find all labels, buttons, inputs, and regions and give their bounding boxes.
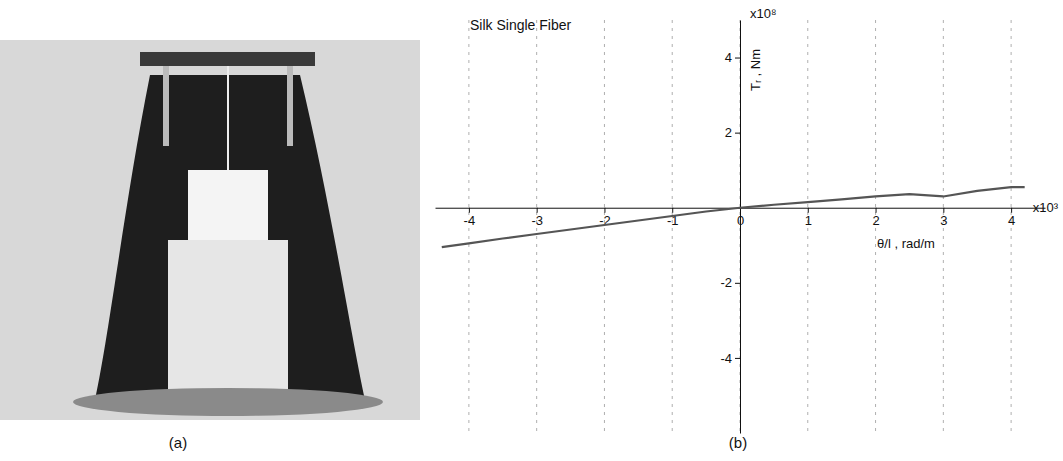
y-tick-mark	[735, 58, 740, 59]
y-tick-mark	[735, 283, 740, 284]
y-tick-mark	[735, 358, 740, 359]
x-tick: 3	[940, 208, 947, 228]
support-rod	[163, 66, 169, 146]
y-axis-title: Tᵣ , Nm	[748, 49, 763, 91]
y-tick: 4	[725, 50, 740, 65]
data-line	[442, 187, 1025, 247]
y-tick: -2	[720, 275, 740, 290]
x-tick-label: 1	[805, 213, 812, 228]
y-tick: 2	[725, 125, 740, 140]
x-multiplier: x10³	[1033, 200, 1059, 215]
y-tick: -4	[720, 351, 740, 366]
grid	[469, 20, 1011, 433]
x-axis-title: θ/l , rad/m	[877, 236, 935, 251]
x-tick: -1	[667, 208, 679, 228]
plot-area	[442, 187, 1025, 247]
x-tick: 4	[1008, 208, 1015, 228]
panel-label: (a)	[169, 434, 187, 451]
lower-cylinder	[168, 240, 288, 400]
photo-background	[0, 40, 420, 420]
upper-cylinder	[188, 170, 268, 240]
figure: (a)(b)-4-3-2-101234-4-224Silk Single Fib…	[0, 0, 1063, 461]
y-axis-line	[740, 21, 741, 434]
y-axis: -4 -2 2 4	[720, 21, 740, 434]
x-tick: -4	[464, 208, 476, 228]
x-tick-label: -3	[531, 213, 543, 228]
x-tick-label: 3	[940, 213, 947, 228]
y-tick-label: 4	[725, 50, 732, 65]
x-tick: 1	[805, 208, 812, 228]
apparatus-photo	[0, 40, 420, 420]
y-tick-label: 2	[725, 125, 732, 140]
x-tick: 2	[872, 208, 879, 228]
base-plate	[73, 388, 383, 416]
x-tick-label: 4	[1008, 213, 1015, 228]
y-tick-label: -2	[720, 275, 732, 290]
support-rod	[287, 66, 293, 146]
chart-title: Silk Single Fiber	[470, 17, 571, 33]
panel-label: (b)	[729, 434, 747, 451]
y-tick-label: -4	[720, 351, 732, 366]
x-tick: -3	[531, 208, 543, 228]
top-plate	[140, 52, 315, 66]
y-tick-mark	[735, 133, 740, 134]
bell-housing	[95, 75, 365, 400]
chart: -4-3-2-101234-4-224Silk Single Fiberθ/l …	[436, 6, 1059, 434]
x-tick-label: 2	[872, 213, 879, 228]
x-tick-label: -4	[464, 213, 476, 228]
y-multiplier: x10⁸	[750, 6, 776, 21]
fiber	[227, 66, 229, 170]
